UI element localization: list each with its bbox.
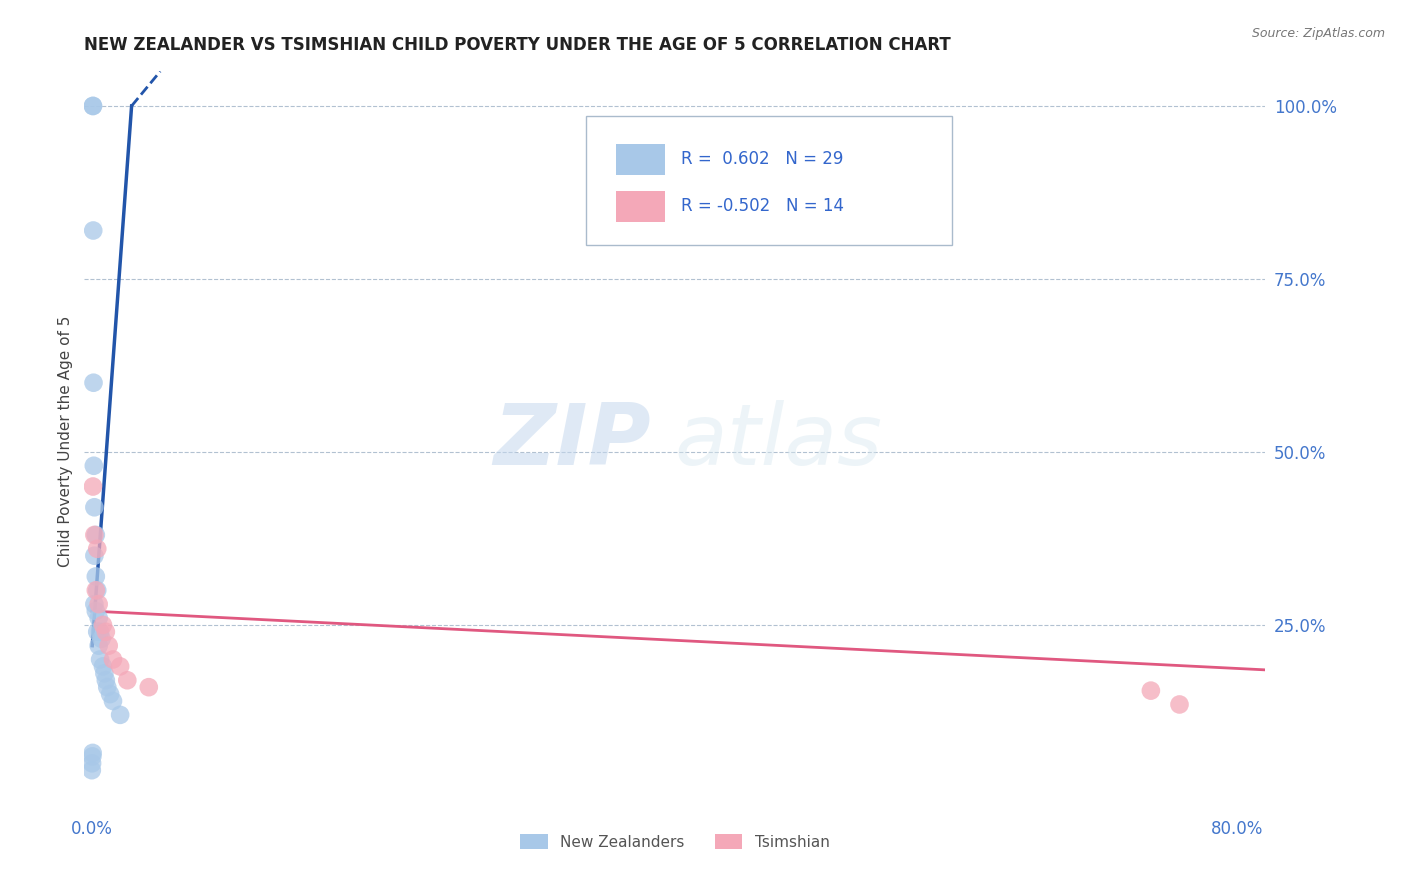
Point [101,694,124,708]
Point [90,632,112,646]
Point [83,458,105,473]
Point [87,597,110,611]
Point [117,673,139,688]
Point [1140,683,1163,698]
Point [96,680,118,694]
Point [86,624,108,639]
Point [82,223,104,237]
Point [91,618,114,632]
Point [97,639,120,653]
Point [89,652,111,666]
Point [80,756,103,771]
Point [83,500,105,515]
Point [108,707,131,722]
FancyBboxPatch shape [616,191,665,221]
Point [1168,698,1191,712]
Text: R =  0.602   N = 29: R = 0.602 N = 29 [681,151,844,169]
Y-axis label: Child Poverty Under the Age of 5: Child Poverty Under the Age of 5 [58,316,73,567]
Point [84,528,107,542]
Point [87,611,110,625]
Point [82,99,104,113]
Point [82,479,104,493]
Point [89,624,111,639]
Point [94,673,117,688]
Point [101,652,124,666]
Legend: New Zealanders, Tsimshian: New Zealanders, Tsimshian [515,828,835,856]
Point [80,763,103,777]
Point [86,541,108,556]
Point [83,549,105,563]
Point [84,569,107,583]
Text: atlas: atlas [675,400,883,483]
Text: NEW ZEALANDER VS TSIMSHIAN CHILD POVERTY UNDER THE AGE OF 5 CORRELATION CHART: NEW ZEALANDER VS TSIMSHIAN CHILD POVERTY… [84,36,950,54]
Point [86,583,108,598]
Point [108,659,131,673]
Text: R = -0.502   N = 14: R = -0.502 N = 14 [681,197,844,215]
Point [93,666,115,681]
FancyBboxPatch shape [586,116,952,245]
Point [83,528,105,542]
FancyBboxPatch shape [616,144,665,175]
Point [82,746,104,760]
Point [91,659,114,673]
Point [83,597,105,611]
Point [98,687,121,701]
Point [138,680,160,694]
Point [83,376,105,390]
Point [82,99,104,113]
Point [87,639,110,653]
Point [84,604,107,618]
Point [82,749,104,764]
Text: ZIP: ZIP [494,400,651,483]
Point [94,624,117,639]
Point [84,583,107,598]
Text: Source: ZipAtlas.com: Source: ZipAtlas.com [1251,27,1385,40]
